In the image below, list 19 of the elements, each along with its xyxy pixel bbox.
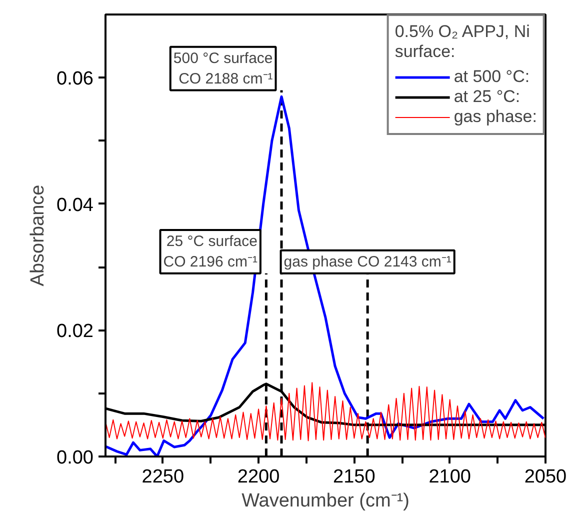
y-axis-title: Absorbance <box>28 184 49 286</box>
x-tick-label: 2250 <box>142 466 184 488</box>
ref-line-label: 500 °C surface CO 2188 cm⁻¹ <box>173 50 273 88</box>
y-tick-label: 0.06 <box>56 68 94 90</box>
x-axis-title: Wavenumber (cm⁻¹) <box>242 490 410 512</box>
x-tick-label: 2150 <box>333 466 376 488</box>
line-series <box>106 382 546 442</box>
x-tick-label: 2050 <box>524 466 567 488</box>
legend-title: 0.5% O₂ APPJ, Ni surface: <box>394 22 531 62</box>
ref-line-label: 25 °C surface CO 2196 cm⁻¹ <box>163 232 258 270</box>
legend-label: gas phase: <box>454 107 537 127</box>
x-tick-label: 2200 <box>237 466 280 488</box>
y-tick-label: 0.00 <box>56 448 94 468</box>
legend-label: at 500 °C: <box>454 67 530 87</box>
ref-line-label: gas phase CO 2143 cm⁻¹ <box>284 253 452 270</box>
y-tick-label: 0.02 <box>56 321 94 342</box>
legend-label: at 25 °C: <box>454 87 520 107</box>
y-tick-label: 0.04 <box>56 194 94 216</box>
x-tick-label: 2100 <box>428 466 471 488</box>
